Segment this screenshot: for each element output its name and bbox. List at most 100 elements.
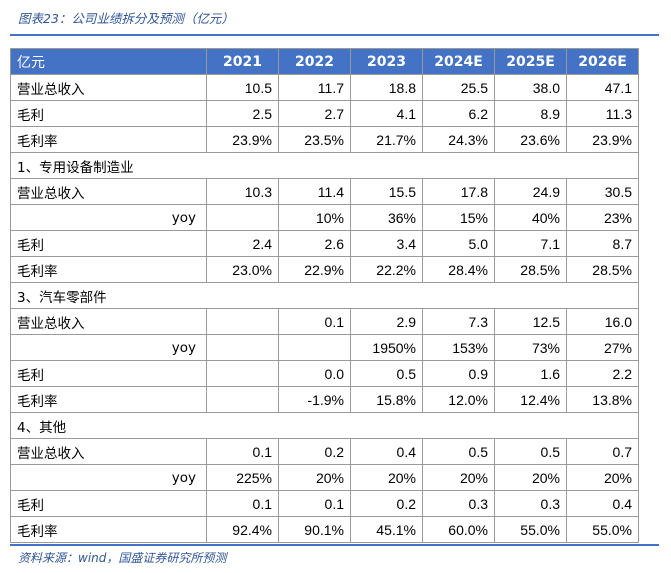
table-cell [422,152,495,179]
table-cell [206,360,279,387]
top-rule [10,34,659,36]
table-cell: 55.0% [494,516,567,543]
table-cell: 0.7 [566,438,639,465]
table-cell: 8.7 [566,230,639,257]
table-cell: 225% [206,464,279,491]
table-cell: 90.1% [278,516,351,543]
table-cell: 92.4% [206,516,279,543]
table-cell: 10% [278,204,351,231]
table-cell: 73% [494,334,567,361]
table-cell: 15% [422,204,495,231]
table-cell: 22.9% [278,256,351,283]
table-row: 营业总收入 10.5 11.7 18.8 25.5 38.0 47.1 [10,74,639,101]
yoy-row: yoy 1950% 153% 73% 27% [10,334,639,361]
table-cell: 7.1 [494,230,567,257]
table-cell: 6.2 [422,100,495,127]
table-row: 毛利 0.1 0.1 0.2 0.3 0.3 0.4 [10,490,639,517]
table-body: 营业总收入 10.5 11.7 18.8 25.5 38.0 47.1 毛利 2.5 2.7 4.1… [10,74,639,543]
table-cell: 7.3 [422,308,495,335]
row-label: 4、其他 [10,412,207,439]
table-cell: 23.5% [278,126,351,153]
table-cell [566,412,639,439]
header-row: 亿元 2021 2022 2023 2024E 2025E 2026E [10,48,639,75]
table-cell: 0.4 [350,438,423,465]
section-row: 3、汽车零部件 [10,282,639,309]
table-cell: 0.1 [278,490,351,517]
row-label: 毛利率 [10,386,207,413]
row-label: 营业总收入 [10,308,207,335]
table-cell: 22.2% [350,256,423,283]
header-year: 2023 [350,48,423,75]
table-cell: 15.5 [350,178,423,205]
table-cell [206,152,279,179]
table-cell: 28.5% [566,256,639,283]
table-cell: 2.2 [566,360,639,387]
table-cell: 45.1% [350,516,423,543]
section-row: 4、其他 [10,412,639,439]
table-cell: 13.8% [566,386,639,413]
header-year: 2022 [278,48,351,75]
header-year: 2024E [422,48,495,75]
table-cell: 10.3 [206,178,279,205]
row-label: 营业总收入 [10,438,207,465]
table-cell: 25.5 [422,74,495,101]
table-cell: 23% [566,204,639,231]
table-cell: 3.4 [350,230,423,257]
table-cell: 23.6% [494,126,567,153]
table-cell [278,334,351,361]
table-cell: 30.5 [566,178,639,205]
table-cell [206,308,279,335]
table-cell: 38.0 [494,74,567,101]
table-cell: 0.0 [278,360,351,387]
table-cell: 16.0 [566,308,639,335]
table-row: 毛利 2.5 2.7 4.1 6.2 8.9 11.3 [10,100,639,127]
table-cell [350,412,423,439]
table-cell: 0.1 [206,438,279,465]
table-cell: 11.3 [566,100,639,127]
table-cell: 28.4% [422,256,495,283]
table-cell: 12.5 [494,308,567,335]
table-cell [206,412,279,439]
table-cell [278,412,351,439]
table-cell: 12.4% [494,386,567,413]
row-label: 营业总收入 [10,74,207,101]
table-cell: 36% [350,204,423,231]
row-label: 营业总收入 [10,178,207,205]
row-label: yoy [10,334,207,361]
source-note: 资料来源：wind，国盛证券研究所预测 [18,551,227,565]
table-cell [494,412,567,439]
table-cell: 0.1 [206,490,279,517]
table-row: 毛利率 92.4% 90.1% 45.1% 60.0% 55.0% 55.0% [10,516,639,543]
table-cell: 2.6 [278,230,351,257]
row-label: yoy [10,464,207,491]
header-year: 2025E [494,48,567,75]
section-row: 1、专用设备制造业 [10,152,639,179]
row-label: 毛利 [10,490,207,517]
table-cell: 0.3 [422,490,495,517]
table-cell: 24.3% [422,126,495,153]
table-cell: 0.1 [278,308,351,335]
table-cell [206,334,279,361]
table-cell: 20% [422,464,495,491]
table-cell: 20% [278,464,351,491]
table-cell: 0.4 [566,490,639,517]
table-cell: 11.4 [278,178,351,205]
table-cell [422,412,495,439]
table-cell: 8.9 [494,100,567,127]
table-cell: 27% [566,334,639,361]
row-label: yoy [10,204,207,231]
table-cell: 47.1 [566,74,639,101]
table-cell: 20% [566,464,639,491]
row-label: 毛利 [10,230,207,257]
forecast-table: 亿元 2021 2022 2023 2024E 2025E 2026E 营业总收… [10,48,639,543]
table-cell: 1.6 [494,360,567,387]
header-year: 2026E [566,48,639,75]
table-row: 营业总收入 0.1 0.2 0.4 0.5 0.5 0.7 [10,438,639,465]
table-cell: 0.2 [350,490,423,517]
table-cell: 5.0 [422,230,495,257]
table-row: 营业总收入 10.3 11.4 15.5 17.8 24.9 30.5 [10,178,639,205]
row-label: 1、专用设备制造业 [10,152,207,179]
row-label: 毛利率 [10,516,207,543]
table-cell: 28.5% [494,256,567,283]
table-cell: 15.8% [350,386,423,413]
